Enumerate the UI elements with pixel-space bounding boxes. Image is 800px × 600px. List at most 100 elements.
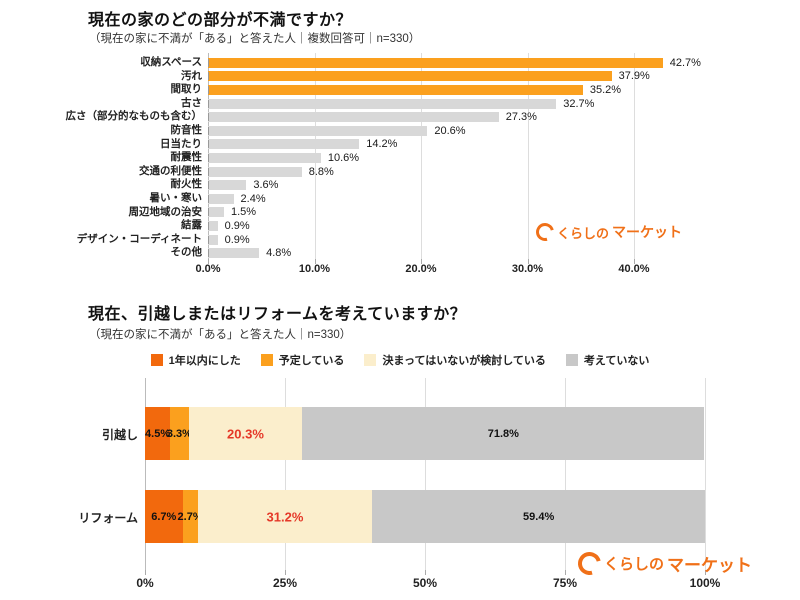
bar-segment: 71.8% [302,407,705,460]
chart1-plot-area: 42.7% 37.9% 35.2% 32.7% 27.3% 20.6% 14.2% 10.6%… [208,53,701,264]
bar [208,193,234,204]
bar-segment: 6.7% [145,490,183,543]
category-label: 周辺地域の治安 [128,205,203,218]
bar-row: 42.7% [208,56,768,70]
gridline [527,53,529,259]
category-label: デザイン・コーディネート [76,232,202,245]
category-label: その他 [170,246,203,259]
bar-rows: 42.7% 37.9% 35.2% 32.7% 27.3% 20.6% 14.2% 10.6%… [208,56,768,260]
category-label: 古さ [181,96,202,109]
bar-row: 14.2% [208,138,768,152]
bar [208,207,224,218]
segment-value-label: 59.4% [523,510,555,523]
bar-row: 20.6% [208,124,768,138]
category-label: 引越し [101,428,138,442]
legend-item: 予定している [260,352,345,368]
stacked-bar: 6.7% 2.7% 31.2% 59.4% [145,490,705,543]
bar-segment: 31.2% [197,490,373,543]
legend-item: 決まってはいないが検討している [364,352,546,368]
bar-segment: 59.4% [372,490,705,543]
tick-mark [314,259,316,264]
gridline [425,378,426,570]
category-label: 交通の利便性 [139,164,202,177]
value-label: 35.2% [589,83,622,96]
kurashi-no-market-logo: くらしの マーケット [573,547,752,580]
category-label: 広さ（部分的なものも含む） [65,110,203,123]
value-label: 0.9% [224,233,250,246]
category-label: 汚れ [181,69,202,82]
bar-row: 10.6% [208,151,768,165]
segment-value-label: 6.7% [151,510,177,523]
chart2-plot-area: 4.5% 3.3% 20.3% 71.8% 6.7% 2.7% 31.2% 59.4% [145,378,706,575]
gridline [421,53,422,259]
logo-text-suffix: マーケット [612,224,683,240]
value-label: 8.8% [308,165,334,178]
tick-mark [208,259,209,264]
legend-label: 決まってはいないが検討している [382,355,546,367]
bar-row: 4.8% [208,246,768,260]
bar [208,125,428,136]
bar-row: 0.9% [208,233,768,247]
chart1-category-labels: 収納スペース 汚れ 間取り 古さ 広さ（部分的なものも含む） 防音性 日当たり 耐震性 交通の利… [0,56,203,260]
x-tick-label: 75% [552,576,578,590]
x-tick-label: 50% [412,576,438,590]
tick-mark [527,259,529,264]
x-tick-label: 40.0% [618,263,650,275]
bar-row: 32.7% [208,97,768,111]
x-tick-label: 25% [272,576,298,590]
category-label: 暑い・寒い [149,191,203,204]
tick-mark [705,570,706,575]
category-label: 日当たり [160,137,202,150]
category-label: 収納スペース [140,56,202,68]
value-label: 20.6% [434,124,466,137]
bar-segment: 4.5% [145,407,171,460]
tick-mark [285,570,286,575]
legend-swatch-icon [260,354,273,366]
legend-label: 予定している [278,355,345,367]
category-label: 防音性 [170,123,203,136]
bar [208,152,321,163]
segment-value-label: 71.8% [487,427,519,440]
legend-swatch-icon [364,354,377,366]
legend-swatch-icon [565,354,578,366]
tick-mark [421,259,422,264]
category-label: 間取り [170,83,203,96]
stacked-bar: 4.5% 3.3% 20.3% 71.8% [145,407,705,460]
bar [208,248,260,259]
x-tick-label: 30.0% [511,263,544,275]
gridline [634,53,635,259]
bar-segment: 2.7% [178,490,203,543]
bar-segment: 3.3% [167,407,192,460]
segment-value-label: 31.2% [266,509,304,524]
bar-segment: 20.3% [188,407,303,460]
value-label: 37.9% [618,70,650,83]
gridline [705,378,706,570]
bar-row: 2.4% [208,192,768,206]
segment-value-label: 4.5% [145,427,171,440]
category-label: 耐火性 [170,178,203,191]
segment-value-label: 20.3% [227,426,264,441]
bar-row: 1.5% [208,206,768,220]
bar-row: 35.2% [208,83,768,97]
bar [208,220,218,231]
bar [208,166,302,177]
category-label: 結露 [181,219,202,232]
tick-mark [565,570,566,575]
bar [208,234,218,245]
bar-row: 27.3% [208,110,768,124]
bar [208,71,612,82]
legend-label: 1年以内にした [168,355,241,367]
bar-row: 37.9% [208,70,768,84]
value-label: 4.8% [266,247,292,260]
bar-row: 0.9% [208,219,768,233]
x-tick-label: 100% [689,576,721,590]
x-tick-label: 0.0% [195,263,221,275]
tick-mark [634,259,635,264]
bar [208,139,360,150]
tick-mark [425,570,426,575]
chart2-title: 現在、引越しまたはリフォームを考えていますか？ [88,306,467,323]
gridline [285,378,286,570]
segment-value-label: 3.3% [166,427,192,440]
bar [208,180,247,191]
segment-value-label: 2.7% [177,510,203,523]
